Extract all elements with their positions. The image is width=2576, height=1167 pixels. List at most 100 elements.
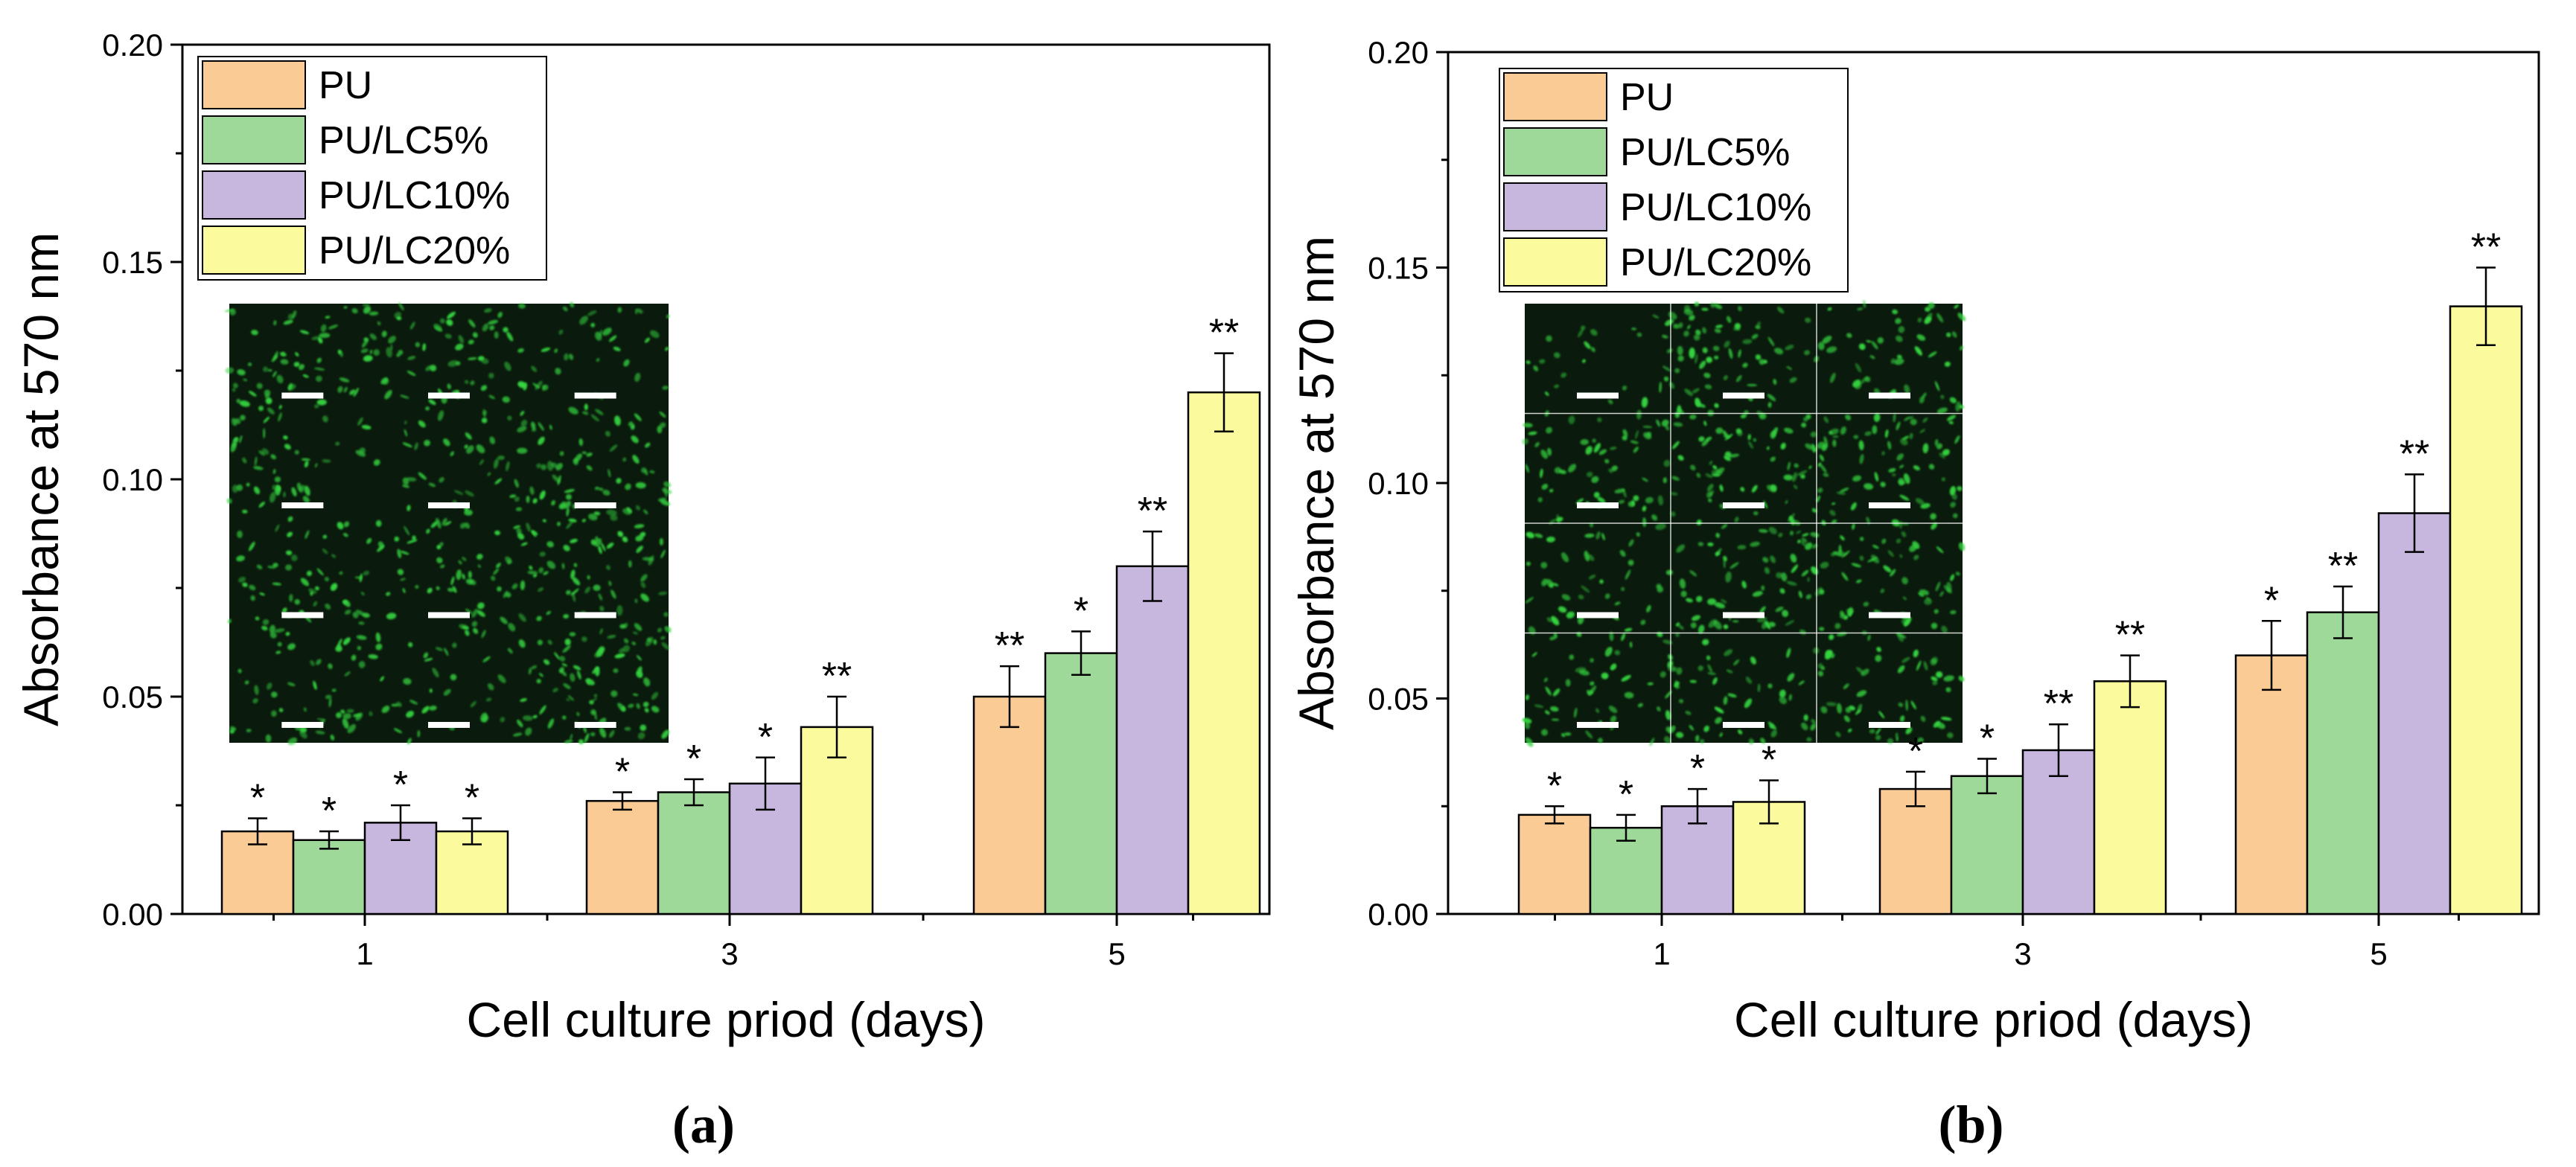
micrograph-tile — [1668, 301, 1820, 417]
significance-label: ** — [2044, 682, 2073, 726]
scale-bar — [281, 392, 324, 399]
y-tick-label: 0.05 — [102, 680, 163, 714]
significance-label: * — [1762, 739, 1776, 782]
micrograph-tile — [1675, 523, 1820, 635]
micrograph-tile — [373, 302, 526, 418]
scale-bar — [1577, 722, 1619, 728]
scale-bar — [428, 612, 470, 618]
significance-label: * — [615, 750, 630, 793]
panel-label-a: (a) — [672, 1095, 735, 1154]
bar — [292, 839, 366, 915]
scale-bar — [281, 722, 324, 728]
bar — [1878, 787, 1953, 915]
bar — [2449, 305, 2523, 915]
micrograph-tile — [518, 521, 672, 635]
micrograph-tile — [226, 412, 372, 522]
micrograph-tile — [1668, 632, 1820, 745]
scale-bar — [428, 502, 470, 508]
scale-bar — [1577, 502, 1619, 508]
bar — [657, 791, 731, 915]
bar — [972, 695, 1047, 915]
chart-panel-a: 0.00 0.05 0.10 0.15 0.20 Absorbance at 570 nm… — [13, 28, 1271, 1154]
x-tick-label: 1 — [356, 936, 373, 971]
micrograph-tile — [229, 631, 378, 746]
x-tick-label: 5 — [1108, 936, 1125, 971]
significance-label: ** — [822, 655, 852, 698]
micrograph-tile — [520, 411, 672, 523]
micrograph-tile — [1670, 410, 1817, 526]
bar — [2093, 680, 2167, 915]
micrograph-tile — [520, 631, 670, 744]
bar — [2306, 611, 2380, 915]
significance-label: * — [322, 790, 337, 833]
legend-swatch — [202, 115, 306, 164]
micrograph-tile — [1814, 521, 1966, 636]
x-axis-label: Cell culture priod (days) — [467, 992, 986, 1047]
y-tick-label: 0.10 — [102, 462, 163, 497]
significance-label: ** — [995, 624, 1024, 668]
scale-bar — [428, 722, 470, 728]
significance-label: ** — [1138, 490, 1167, 533]
scale-bar — [1723, 722, 1764, 728]
scale-bar — [574, 612, 616, 618]
micrograph-tile — [1817, 300, 1966, 414]
significance-label: * — [1980, 717, 1995, 761]
significance-label: * — [1547, 764, 1562, 808]
inset-micrographs — [224, 301, 672, 746]
legend-swatch — [1503, 182, 1607, 231]
significance-label: * — [1908, 730, 1923, 773]
y-tick-label: 0.15 — [102, 245, 163, 280]
x-tick-label: 5 — [2370, 936, 2387, 971]
significance-label: * — [250, 777, 265, 820]
legend-label: PU — [319, 64, 372, 107]
legend: PU PU/LC5% PU/LC10% PU/LC20% — [1499, 68, 1849, 292]
significance-label: ** — [2115, 614, 2145, 657]
scale-bar — [1577, 612, 1619, 618]
micrograph-tile — [375, 630, 526, 745]
bar — [2377, 512, 2452, 915]
panel-label-b: (b) — [1939, 1095, 2004, 1154]
legend-swatch — [1503, 237, 1607, 287]
y-tick-label: 0.15 — [1368, 251, 1429, 286]
y-tick-label: 0.20 — [102, 28, 163, 63]
scale-bar — [1723, 392, 1764, 399]
micrograph-tile — [1525, 522, 1674, 635]
chart-panel-b: 0.00 0.05 0.10 0.15 0.20 Absorbance at 570 nm… — [1289, 35, 2540, 1154]
x-tick-label: 3 — [2014, 936, 2031, 971]
scale-bar — [281, 502, 324, 508]
bar — [585, 799, 660, 915]
y-tick-label: 0.00 — [102, 897, 163, 932]
legend-label: PU/LC10% — [1620, 186, 1811, 229]
scale-bar — [1723, 612, 1764, 618]
micrograph-tile — [375, 517, 525, 636]
bar — [1950, 775, 2024, 915]
legend-swatch — [202, 60, 306, 109]
bar — [1115, 565, 1190, 915]
micrograph-tile — [1522, 409, 1671, 528]
scale-bar — [281, 612, 324, 618]
significance-label: ** — [1209, 312, 1239, 355]
x-tick-label: 3 — [721, 936, 738, 971]
scale-bar — [428, 392, 470, 399]
scale-bar — [574, 722, 616, 728]
bar — [1517, 813, 1592, 915]
significance-label: * — [1690, 747, 1705, 790]
significance-label: * — [465, 777, 479, 820]
significance-label: * — [758, 716, 773, 759]
significance-label: ** — [2328, 545, 2358, 588]
y-tick-label: 0.00 — [1368, 897, 1429, 932]
significance-label: * — [686, 738, 701, 781]
significance-label: * — [1619, 773, 1633, 816]
scale-bar — [1869, 722, 1910, 728]
y-tick-label: 0.20 — [1368, 35, 1429, 70]
y-axis-label: Absorbance at 570 nm — [1289, 236, 1344, 730]
scale-bar — [1869, 392, 1910, 399]
significance-label: ** — [2400, 432, 2429, 476]
bar — [1044, 652, 1118, 915]
legend: PU PU/LC5% PU/LC10% PU/LC20% — [197, 56, 547, 281]
legend-swatch — [202, 226, 306, 275]
legend-swatch — [1503, 127, 1607, 176]
legend-label: PU/LC5% — [1620, 131, 1790, 174]
y-axis-label: Absorbance at 570 nm — [13, 232, 68, 726]
bar — [1187, 391, 1261, 915]
